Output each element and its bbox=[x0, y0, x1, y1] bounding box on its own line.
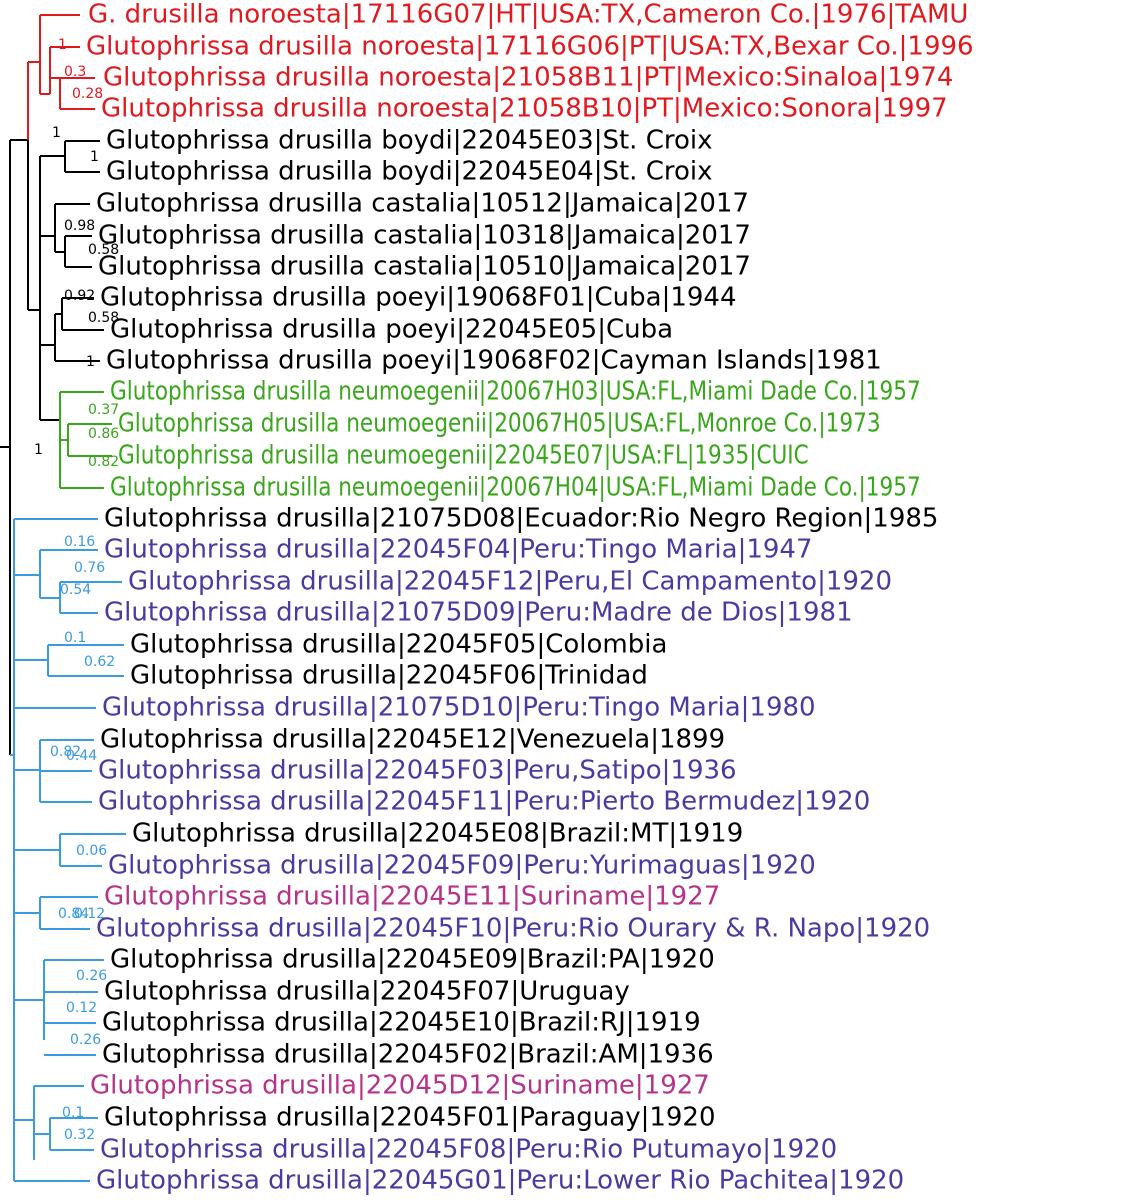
support-value: 0.84 bbox=[58, 906, 89, 922]
support-value: 0.82 bbox=[50, 744, 81, 760]
taxon-label: Glutophrissa drusilla neumoegenii|20067H… bbox=[110, 472, 921, 502]
taxon-label: Glutophrissa drusilla|22045F02|Brazil:AM… bbox=[102, 1040, 714, 1070]
support-value: 0.26 bbox=[76, 968, 107, 984]
support-value: 0.26 bbox=[70, 1032, 101, 1048]
taxon-label: Glutophrissa drusilla|22045F12|Peru,El C… bbox=[128, 567, 892, 597]
support-value: 0.82 bbox=[88, 454, 119, 470]
support-value: 0.58 bbox=[88, 310, 119, 326]
taxon-label: Glutophrissa drusilla|22045G01|Peru:Lowe… bbox=[96, 1166, 904, 1196]
taxon-label: Glutophrissa drusilla poeyi|19068F01|Cub… bbox=[100, 283, 737, 313]
taxon-label: Glutophrissa drusilla|21075D08|Ecuador:R… bbox=[104, 504, 938, 534]
taxon-label: Glutophrissa drusilla|22045F10|Peru:Rio … bbox=[96, 914, 930, 944]
taxon-label: Glutophrissa drusilla|21075D09|Peru:Madr… bbox=[104, 598, 853, 628]
support-value: 0.16 bbox=[64, 534, 95, 550]
taxon-label: Glutophrissa drusilla|22045E12|Venezuela… bbox=[100, 725, 725, 755]
taxon-label: Glutophrissa drusilla boydi|22045E03|St.… bbox=[106, 126, 713, 156]
taxon-label: Glutophrissa drusilla|22045F01|Paraguay|… bbox=[104, 1103, 716, 1133]
taxon-label: Glutophrissa drusilla|22045F11|Peru:Pier… bbox=[98, 787, 870, 817]
support-value: 0.98 bbox=[64, 218, 95, 234]
support-value: 1 bbox=[34, 442, 43, 458]
support-value: 0.76 bbox=[74, 560, 105, 576]
taxon-label: Glutophrissa drusilla noroesta|17116G06|… bbox=[86, 32, 974, 62]
taxon-label: Glutophrissa drusilla|22045E11|Suriname|… bbox=[104, 882, 720, 912]
taxon-label: Glutophrissa drusilla|22045E09|Brazil:PA… bbox=[110, 945, 715, 975]
support-value: 0.62 bbox=[84, 654, 115, 670]
taxon-label: Glutophrissa drusilla|22045F07|Uruguay bbox=[104, 977, 630, 1007]
taxon-label: Glutophrissa drusilla boydi|22045E04|St.… bbox=[106, 157, 713, 187]
taxon-label: Glutophrissa drusilla|22045E08|Brazil:MT… bbox=[132, 819, 743, 849]
support-value: 0.92 bbox=[64, 288, 95, 304]
support-value: 0.86 bbox=[88, 426, 119, 442]
support-value: 0.12 bbox=[74, 906, 105, 922]
taxon-label: Glutophrissa drusilla|22045D12|Suriname|… bbox=[90, 1071, 710, 1101]
taxon-label: Glutophrissa drusilla noroesta|21058B10|… bbox=[101, 94, 948, 124]
support-value: 0.06 bbox=[76, 843, 107, 859]
taxon-label: Glutophrissa drusilla|22045F09|Peru:Yuri… bbox=[108, 851, 816, 881]
support-value: 0.37 bbox=[88, 402, 119, 418]
taxon-label: Glutophrissa drusilla neumoegenii|20067H… bbox=[118, 408, 881, 438]
taxon-label: Glutophrissa drusilla castalia|10512|Jam… bbox=[96, 189, 749, 219]
support-value: 1 bbox=[90, 149, 99, 165]
taxon-label: Glutophrissa drusilla|22045F05|Colombia bbox=[130, 630, 667, 660]
support-value: 0.1 bbox=[62, 1105, 84, 1121]
taxon-label: Glutophrissa drusilla|22045F03|Peru,Sati… bbox=[98, 756, 737, 786]
taxon-label: Glutophrissa drusilla castalia|10510|Jam… bbox=[98, 252, 751, 282]
support-value: 0.32 bbox=[64, 1127, 95, 1143]
support-value: 0.58 bbox=[88, 242, 119, 258]
support-value: 1 bbox=[52, 125, 61, 141]
support-value: 0.54 bbox=[60, 582, 91, 598]
support-value: 1 bbox=[86, 354, 95, 370]
taxon-label: Glutophrissa drusilla noroesta|21058B11|… bbox=[103, 63, 953, 93]
taxon-label: Glutophrissa drusilla castalia|10318|Jam… bbox=[98, 221, 751, 251]
taxon-label: Glutophrissa drusilla neumoegenii|22045E… bbox=[118, 440, 809, 470]
support-value: 0.1 bbox=[64, 630, 86, 646]
taxon-label: Glutophrissa drusilla|22045F08|Peru:Rio … bbox=[100, 1135, 837, 1165]
taxon-label: Glutophrissa drusilla neumoegenii|20067H… bbox=[110, 376, 921, 406]
taxon-label: Glutophrissa drusilla|22045F06|Trinidad bbox=[130, 661, 648, 691]
support-value: 0.44 bbox=[66, 748, 97, 764]
taxon-label: Glutophrissa drusilla|22045F04|Peru:Ting… bbox=[104, 535, 813, 565]
taxon-label: Glutophrissa drusilla poeyi|19068F02|Cay… bbox=[106, 346, 882, 376]
taxon-label: Glutophrissa drusilla|22045E10|Brazil:RJ… bbox=[102, 1008, 701, 1038]
taxon-label: Glutophrissa drusilla|21075D10|Peru:Ting… bbox=[102, 693, 816, 723]
support-value: 0.12 bbox=[66, 1000, 97, 1016]
support-value: 1 bbox=[58, 37, 67, 53]
support-value: 0.3 bbox=[64, 64, 86, 80]
taxon-label: G. drusilla noroesta|17116G07|HT|USA:TX,… bbox=[88, 0, 968, 30]
support-value: 0.28 bbox=[72, 86, 103, 102]
taxon-label: Glutophrissa drusilla poeyi|22045E05|Cub… bbox=[110, 315, 673, 345]
